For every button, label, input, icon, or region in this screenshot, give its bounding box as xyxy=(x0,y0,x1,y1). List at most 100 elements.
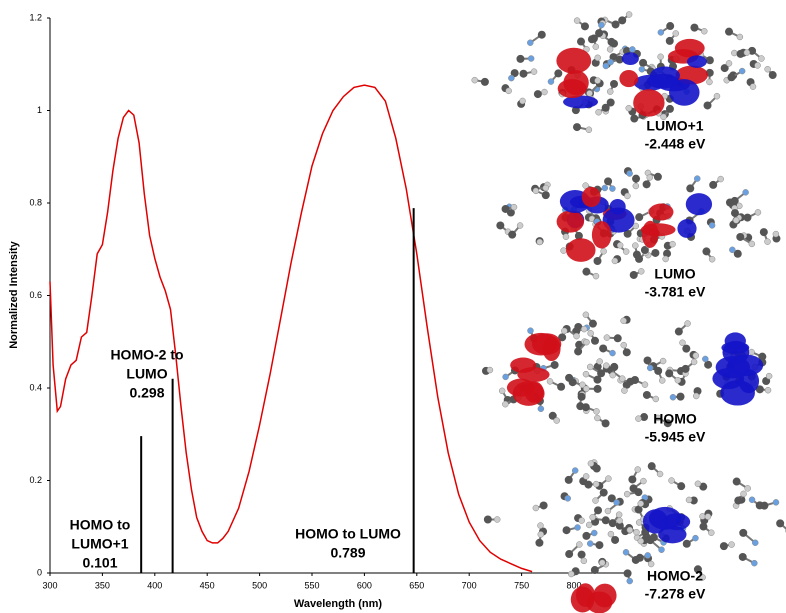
orbital-lobe xyxy=(622,52,639,65)
atom xyxy=(659,377,665,383)
atom xyxy=(594,415,600,421)
atom xyxy=(528,56,534,62)
atom xyxy=(731,209,739,217)
atom xyxy=(593,44,599,50)
atom xyxy=(765,66,771,72)
atom xyxy=(734,497,742,505)
atom xyxy=(663,256,669,262)
atom xyxy=(554,69,562,77)
atom xyxy=(599,560,605,566)
orbital-lobe xyxy=(687,55,707,67)
atom xyxy=(648,462,656,470)
atom xyxy=(602,419,610,427)
atom xyxy=(765,239,771,245)
atom xyxy=(658,29,664,35)
atom xyxy=(593,481,599,487)
atom xyxy=(583,473,589,479)
atom xyxy=(692,535,698,541)
spectrum-line xyxy=(50,85,532,571)
atom xyxy=(508,231,516,239)
atom xyxy=(608,38,616,46)
chart: Wavelength (nm) Normalized Intensity 00.… xyxy=(0,0,786,613)
atom xyxy=(706,56,714,64)
atom xyxy=(755,209,761,215)
atom xyxy=(579,518,585,524)
atom xyxy=(577,38,585,46)
atom xyxy=(587,541,593,547)
atom xyxy=(614,334,622,342)
atom xyxy=(683,540,691,548)
atom xyxy=(595,541,603,549)
atom xyxy=(517,223,523,229)
atom xyxy=(609,186,615,192)
y-tick-label: 0.2 xyxy=(29,475,42,485)
transition-label: 0.298 xyxy=(129,385,164,401)
atom xyxy=(755,62,761,68)
orbital-name: HOMO xyxy=(653,411,697,427)
atom xyxy=(633,251,641,259)
atom xyxy=(709,256,715,262)
atom xyxy=(582,268,590,276)
atom xyxy=(743,189,749,195)
atom xyxy=(685,320,691,326)
atom xyxy=(619,376,625,382)
orbital-lobe xyxy=(593,584,616,608)
atom xyxy=(499,388,505,394)
atom xyxy=(599,344,607,352)
atom xyxy=(749,241,755,247)
orbital-lobe xyxy=(557,210,584,232)
atom xyxy=(591,566,599,574)
orbital-lobe xyxy=(610,199,626,215)
atom xyxy=(568,571,574,577)
transition-label: LUMO xyxy=(126,366,167,382)
atom xyxy=(744,50,750,56)
atom xyxy=(589,320,597,328)
atom xyxy=(626,12,632,18)
atom xyxy=(508,75,514,81)
atom xyxy=(503,374,509,380)
atom xyxy=(731,50,737,56)
atom xyxy=(583,371,589,377)
atom xyxy=(538,31,546,39)
atom xyxy=(481,78,489,86)
atom xyxy=(630,115,638,123)
atom xyxy=(548,79,554,85)
atom xyxy=(642,382,648,388)
atom xyxy=(741,491,747,497)
atom xyxy=(573,123,581,131)
transition-label: HOMO to xyxy=(70,517,131,533)
atom xyxy=(608,531,614,537)
atom xyxy=(626,105,632,111)
atom xyxy=(534,90,542,98)
atom xyxy=(776,519,784,527)
atom xyxy=(632,243,638,249)
atom xyxy=(582,403,590,411)
atom xyxy=(733,217,739,223)
atom xyxy=(657,471,663,477)
atom xyxy=(610,363,618,371)
atom xyxy=(557,383,565,391)
atom xyxy=(569,378,577,386)
orbital-lobe xyxy=(686,193,712,215)
orbital-lobe xyxy=(543,336,561,361)
x-tick-label: 350 xyxy=(95,580,110,590)
atom xyxy=(607,89,613,95)
atom xyxy=(640,478,646,484)
transition-label: HOMO to LUMO xyxy=(295,526,401,542)
atom xyxy=(519,70,527,78)
atom xyxy=(695,481,701,487)
atom xyxy=(690,24,698,32)
atom xyxy=(537,523,543,529)
orbital-lobe xyxy=(566,238,596,262)
orbital-image xyxy=(482,312,772,428)
atom xyxy=(727,73,735,81)
atom xyxy=(750,84,756,90)
atom xyxy=(604,335,610,341)
atom xyxy=(610,350,616,356)
orbital-energy: -7.278 eV xyxy=(645,586,706,602)
atom xyxy=(701,28,707,34)
atom xyxy=(581,326,587,332)
atom xyxy=(537,239,543,245)
atom xyxy=(604,177,612,185)
atom xyxy=(484,515,492,523)
